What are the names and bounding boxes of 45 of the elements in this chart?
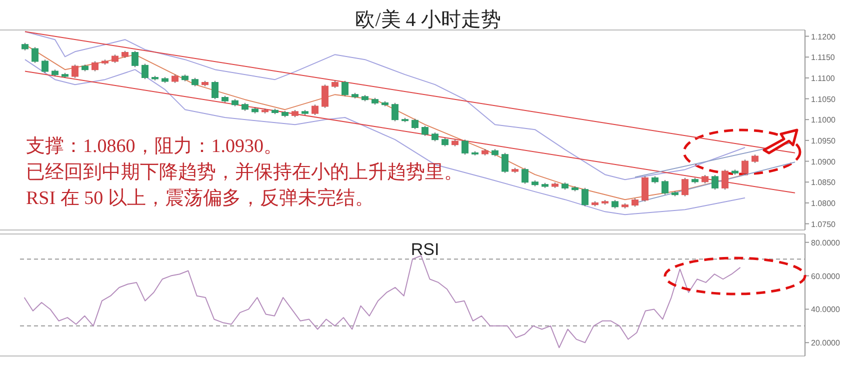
candlestick xyxy=(72,64,78,78)
candlestick xyxy=(722,169,728,190)
line-series xyxy=(24,59,746,216)
y-tick-label: 1.0900 xyxy=(811,157,836,166)
candlestick xyxy=(742,159,748,175)
annotation: 已经回到中期下降趋势，并保持在小的上升趋势里。 xyxy=(26,162,463,183)
y-tick-label: 80.0000 xyxy=(811,238,840,248)
y-tick-label: 1.0800 xyxy=(811,198,836,208)
y-tick-label: 1.0750 xyxy=(811,220,836,229)
y-tick-label: 1.1150 xyxy=(811,53,836,62)
y-tick-label: 40.0000 xyxy=(811,305,840,314)
candlestick xyxy=(642,176,648,202)
candlestick xyxy=(522,168,528,184)
y-tick-label: 1.1000 xyxy=(811,116,836,125)
candlestick xyxy=(422,125,428,136)
candlestick xyxy=(32,46,38,64)
candlestick xyxy=(212,80,218,100)
candlestick xyxy=(392,102,398,122)
candlestick xyxy=(662,180,668,195)
candlestick xyxy=(682,178,688,197)
candlestick xyxy=(712,174,718,190)
candlestick xyxy=(412,118,418,130)
candlestick xyxy=(502,152,508,174)
chart-title: RSI xyxy=(410,240,440,259)
candlestick xyxy=(92,60,98,72)
line-series xyxy=(24,31,746,180)
candlestick xyxy=(42,59,48,74)
line-series xyxy=(24,255,741,348)
annotation: 支撑：1.0860，阻力：1.0930。 xyxy=(26,136,282,157)
candlestick xyxy=(312,104,318,116)
y-tick-label: 1.0950 xyxy=(811,136,836,146)
y-tick-label: 1.1050 xyxy=(811,94,836,104)
y-tick-label: 60.0000 xyxy=(811,272,840,281)
candlestick xyxy=(322,84,328,108)
candlestick xyxy=(142,63,148,80)
candlestick xyxy=(462,139,468,155)
candlestick xyxy=(342,80,348,97)
y-tick-label: 1.0850 xyxy=(811,178,836,188)
y-tick-label: 1.1100 xyxy=(811,74,836,83)
candlestick xyxy=(132,50,138,68)
y-tick-label: 20.0000 xyxy=(811,338,840,348)
candlestick xyxy=(582,188,588,207)
y-tick-label: 1.1200 xyxy=(811,32,836,42)
chart-title: 欧/美 4 小时走势 xyxy=(355,8,501,31)
annotation: RSI 在 50 以上，震荡偏多，反弹未完结。 xyxy=(26,187,374,209)
